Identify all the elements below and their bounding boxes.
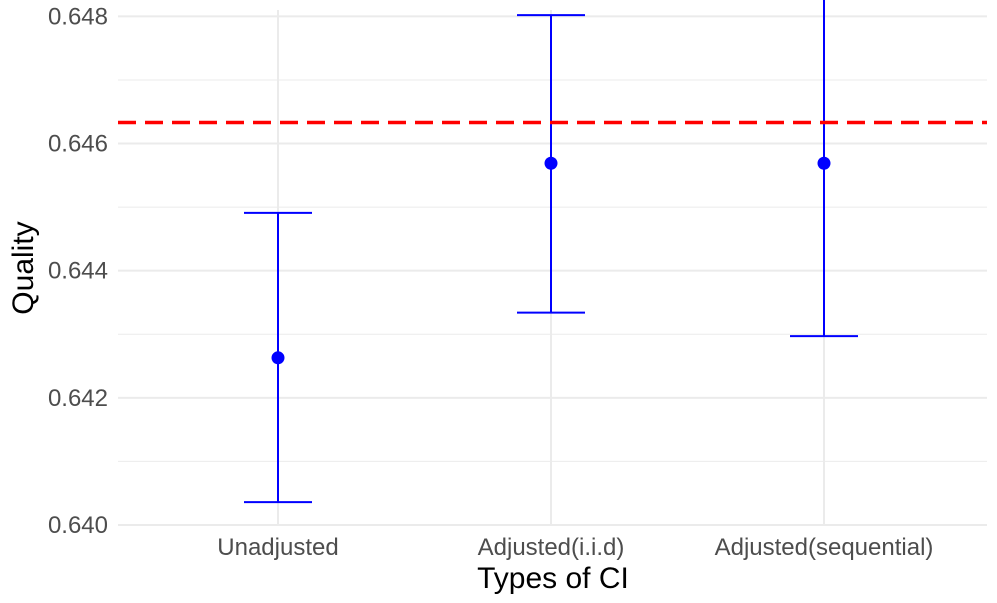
x-axis-title: Types of CI <box>477 562 629 595</box>
y-tick-label: 0.644 <box>48 258 108 285</box>
y-tick-label: 0.642 <box>48 385 108 412</box>
point-estimate <box>271 351 285 365</box>
x-tick-label: Adjusted(sequential) <box>715 534 934 561</box>
y-tick-label: 0.648 <box>48 3 108 30</box>
point-estimates <box>271 156 831 365</box>
y-tick-label: 0.640 <box>48 512 108 539</box>
y-tick-label: 0.646 <box>48 131 108 158</box>
x-tick-label: Adjusted(i.i.d) <box>478 534 625 561</box>
grid-minor-lines <box>118 79 987 462</box>
point-estimate <box>817 156 831 170</box>
x-tick-labels: Unadjusted Adjusted(i.i.d) Adjusted(sequen… <box>217 534 933 561</box>
grid-major-lines <box>118 10 987 526</box>
y-axis-title: Quality <box>7 221 40 314</box>
y-tick-labels: 0.640 0.642 0.644 0.646 0.648 <box>48 3 108 539</box>
x-tick-label: Unadjusted <box>217 534 338 561</box>
point-estimate <box>544 156 558 170</box>
